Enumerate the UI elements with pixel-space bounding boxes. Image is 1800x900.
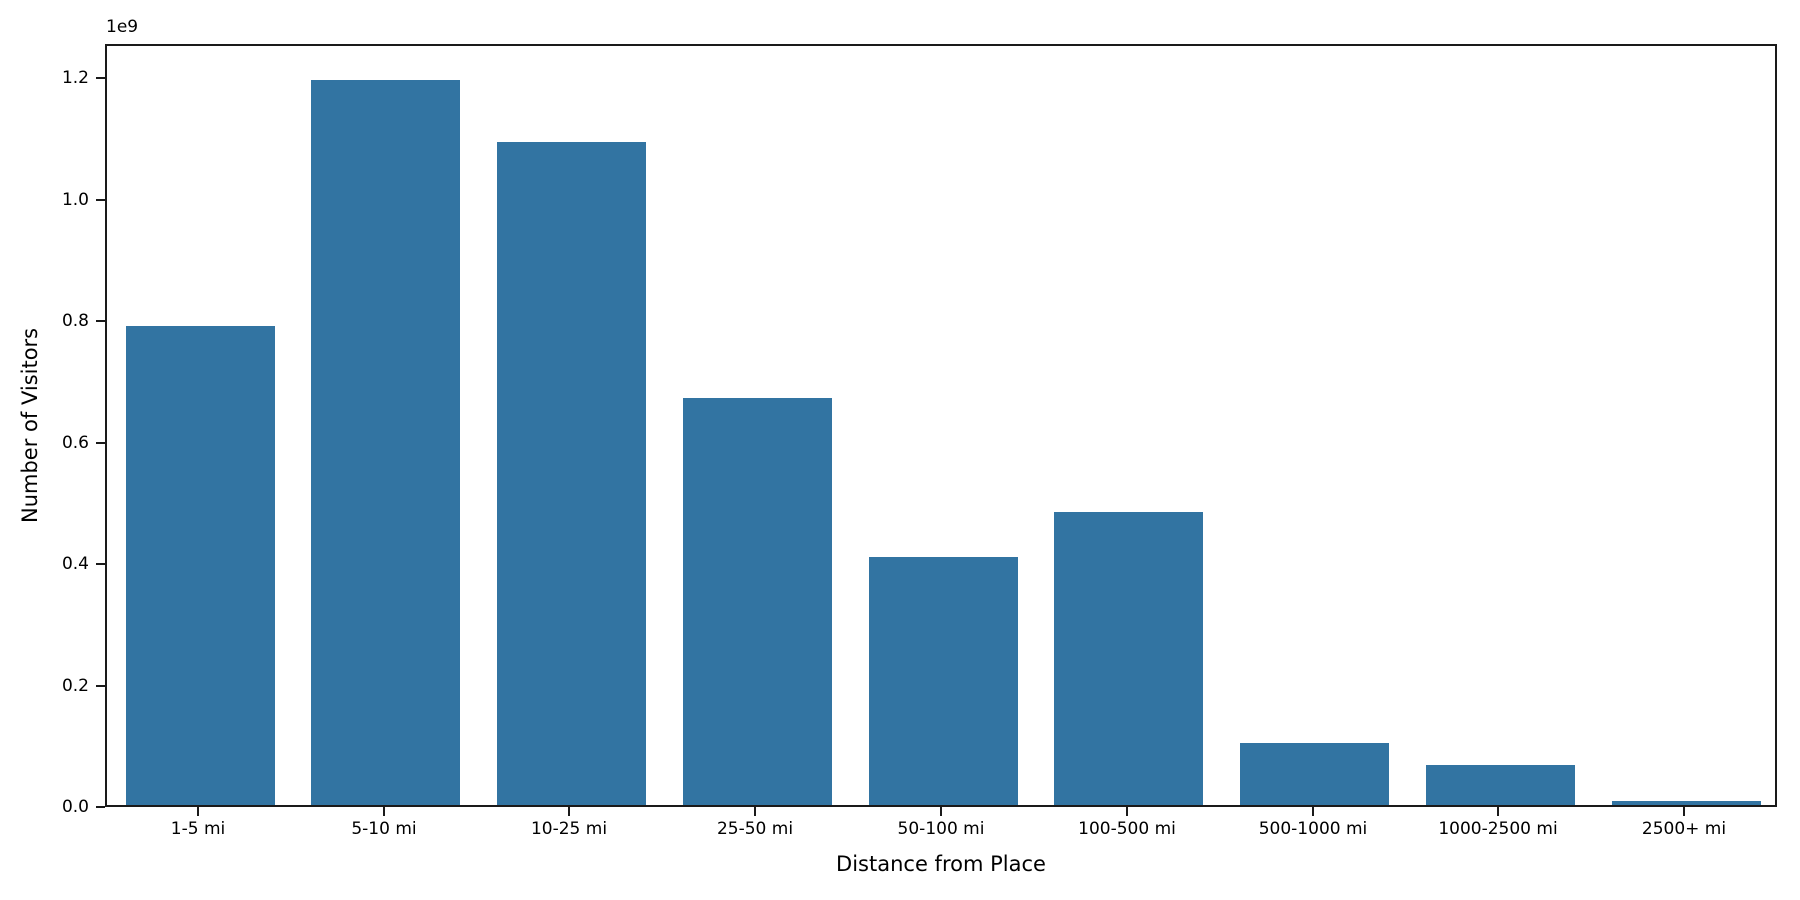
x-tick-label: 1000-2500 mi xyxy=(1438,819,1558,839)
y-tick-label: 0.2 xyxy=(61,676,89,696)
x-tick-mark xyxy=(1312,807,1314,816)
plot-area xyxy=(105,44,1777,807)
y-tick-label: 0.0 xyxy=(61,797,89,817)
y-tick-label: 1.2 xyxy=(61,68,89,88)
x-tick-label: 50-100 mi xyxy=(897,819,985,839)
y-tick-label: 1.0 xyxy=(61,190,89,210)
bar-1-5-mi xyxy=(126,326,275,805)
bar-5-10-mi xyxy=(311,80,460,805)
x-tick-mark xyxy=(754,807,756,816)
x-tick-label: 10-25 mi xyxy=(530,819,608,839)
y-tick-mark xyxy=(96,77,105,79)
bar-100-500-mi xyxy=(1054,512,1203,805)
x-tick-label: 500-1000 mi xyxy=(1258,819,1368,839)
y-tick-mark xyxy=(96,563,105,565)
x-tick-label: 1-5 mi xyxy=(170,819,226,839)
y-tick-mark xyxy=(96,685,105,687)
bar-10-25-mi xyxy=(497,142,646,805)
y-tick-label: 0.8 xyxy=(61,311,89,331)
y-tick-label: 0.4 xyxy=(61,554,89,574)
y-tick-label: 0.6 xyxy=(61,433,89,453)
x-tick-label: 2500+ mi xyxy=(1641,819,1727,839)
y-tick-mark xyxy=(96,199,105,201)
y-tick-mark xyxy=(96,442,105,444)
bar-1000-2500-mi xyxy=(1426,765,1575,805)
y-tick-mark xyxy=(96,320,105,322)
x-tick-mark xyxy=(197,807,199,816)
bar-25-50-mi xyxy=(683,398,832,805)
y-tick-mark xyxy=(96,806,105,808)
x-tick-label: 25-50 mi xyxy=(716,819,794,839)
x-tick-mark xyxy=(1126,807,1128,816)
x-tick-label: 5-10 mi xyxy=(351,819,417,839)
x-tick-mark xyxy=(383,807,385,816)
x-tick-mark xyxy=(940,807,942,816)
x-axis-label: Distance from Place xyxy=(836,852,1046,876)
bar-2500-mi xyxy=(1612,801,1761,805)
x-tick-label: 100-500 mi xyxy=(1078,819,1176,839)
y-axis-offset-text: 1e9 xyxy=(106,17,139,37)
x-tick-mark xyxy=(568,807,570,816)
x-tick-mark xyxy=(1683,807,1685,816)
bar-500-1000-mi xyxy=(1240,743,1389,805)
x-tick-mark xyxy=(1497,807,1499,816)
bar-50-100-mi xyxy=(869,557,1018,805)
